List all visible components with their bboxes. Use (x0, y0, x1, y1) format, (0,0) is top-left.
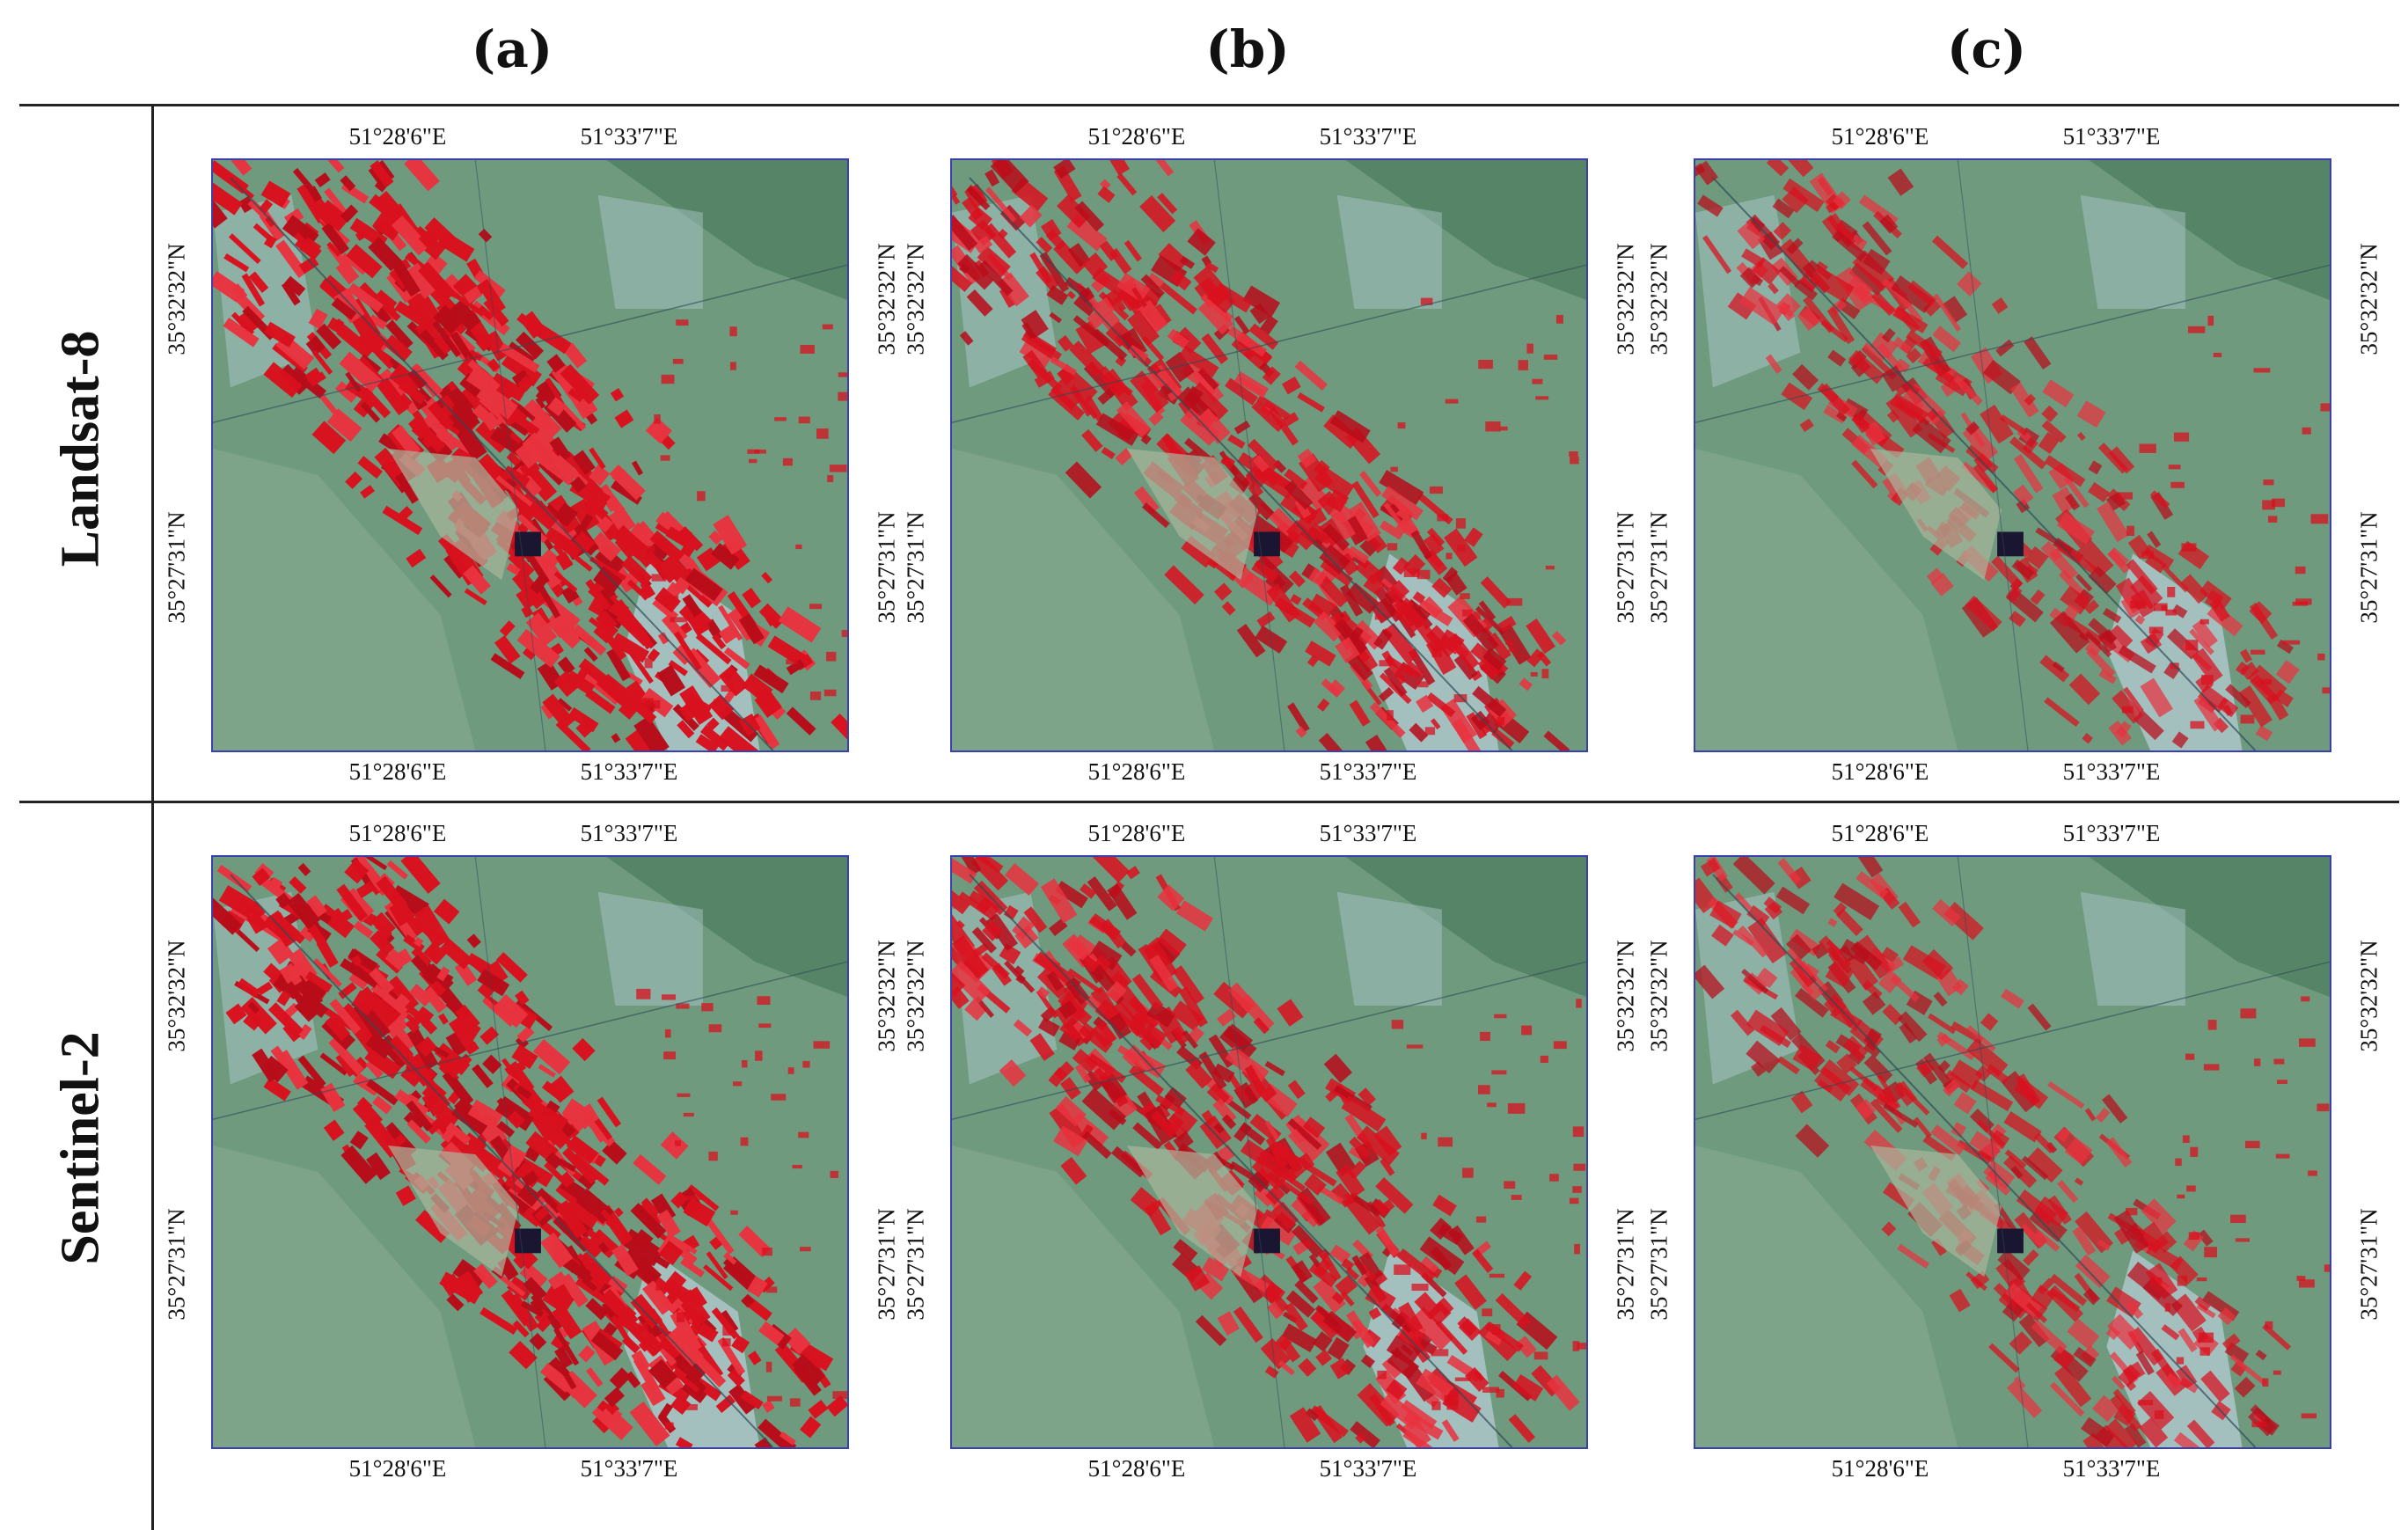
false-color-satellite-image (950, 855, 1588, 1449)
lon-label-bottom-east: 51°33'7"E (2062, 758, 2161, 785)
lon-label-top-west: 51°28'6"E (1831, 123, 1929, 150)
lat-label-right-south: 35°27'31"N (2355, 1208, 2382, 1321)
lat-label-left-north: 35°32'32"N (163, 243, 190, 355)
false-color-satellite-image (1694, 158, 2331, 752)
lon-label-bottom-east: 51°33'7"E (2062, 1455, 2161, 1482)
lat-label-right-south: 35°27'31"N (2355, 511, 2382, 624)
lat-label-left-north: 35°32'32"N (1645, 940, 1672, 1052)
lon-label-bottom-west: 51°28'6"E (1831, 1455, 1929, 1482)
map-panel-sentinel-a: 51°28'6"E 51°33'7"E 51°28'6"E 51°33'7"E 35°3… (101, 802, 900, 1482)
false-color-satellite-image (211, 855, 849, 1449)
header-divider (19, 104, 2399, 106)
map-panel-landsat-c: 51°28'6"E 51°33'7"E 51°28'6"E 51°33'7"E 35°3… (1584, 106, 2382, 785)
lat-label-left-south: 35°27'31"N (163, 1208, 190, 1321)
lon-label-bottom-west: 51°28'6"E (348, 758, 447, 785)
false-color-satellite-image (211, 158, 849, 752)
lon-label-bottom-west: 51°28'6"E (1831, 758, 1929, 785)
map-panel-landsat-a: 51°28'6"E 51°33'7"E 51°28'6"E 51°33'7"E 35°3… (101, 106, 900, 785)
lat-label-left-south: 35°27'31"N (1645, 511, 1672, 624)
lon-label-bottom-east: 51°33'7"E (1319, 1455, 1417, 1482)
column-header-a: (a) (471, 19, 553, 79)
column-header-b: (b) (1205, 19, 1290, 79)
lon-label-top-west: 51°28'6"E (1831, 820, 1929, 846)
row-divider (19, 801, 2399, 803)
map-panel-sentinel-b: 51°28'6"E 51°33'7"E 51°28'6"E 51°33'7"E 35°3… (840, 802, 1639, 1482)
column-header-c: (c) (1946, 19, 2027, 79)
lat-label-right-north: 35°32'32"N (2355, 243, 2382, 355)
lon-label-top-east: 51°33'7"E (2062, 820, 2161, 846)
lon-label-bottom-east: 51°33'7"E (580, 1455, 678, 1482)
lon-label-top-west: 51°28'6"E (348, 820, 447, 846)
lat-label-left-north: 35°32'32"N (163, 940, 190, 1052)
row-label-divider (151, 106, 154, 1530)
lat-label-right-north: 35°32'32"N (2355, 940, 2382, 1052)
lon-label-bottom-east: 51°33'7"E (580, 758, 678, 785)
lon-label-bottom-west: 51°28'6"E (1087, 1455, 1186, 1482)
lon-label-top-east: 51°33'7"E (580, 820, 678, 846)
lon-label-top-west: 51°28'6"E (1087, 820, 1186, 846)
lon-label-top-east: 51°33'7"E (1319, 123, 1417, 150)
lat-label-left-south: 35°27'31"N (1645, 1208, 1672, 1321)
false-color-satellite-image (950, 158, 1588, 752)
lon-label-top-east: 51°33'7"E (2062, 123, 2161, 150)
lat-label-left-north: 35°32'32"N (1645, 243, 1672, 355)
lat-label-left-south: 35°27'31"N (902, 511, 929, 624)
map-panel-sentinel-c: 51°28'6"E 51°33'7"E 51°28'6"E 51°33'7"E 35°3… (1584, 802, 2382, 1482)
false-color-satellite-image (1694, 855, 2331, 1449)
lon-label-bottom-east: 51°33'7"E (1319, 758, 1417, 785)
lon-label-top-west: 51°28'6"E (1087, 123, 1186, 150)
lat-label-left-north: 35°32'32"N (902, 243, 929, 355)
lat-label-left-south: 35°27'31"N (902, 1208, 929, 1321)
lon-label-bottom-west: 51°28'6"E (348, 1455, 447, 1482)
lon-label-top-east: 51°33'7"E (580, 123, 678, 150)
lon-label-bottom-west: 51°28'6"E (1087, 758, 1186, 785)
lat-label-left-north: 35°32'32"N (902, 940, 929, 1052)
lon-label-top-east: 51°33'7"E (1319, 820, 1417, 846)
lat-label-left-south: 35°27'31"N (163, 511, 190, 624)
map-panel-landsat-b: 51°28'6"E 51°33'7"E 51°28'6"E 51°33'7"E 35°3… (840, 106, 1639, 785)
lon-label-top-west: 51°28'6"E (348, 123, 447, 150)
